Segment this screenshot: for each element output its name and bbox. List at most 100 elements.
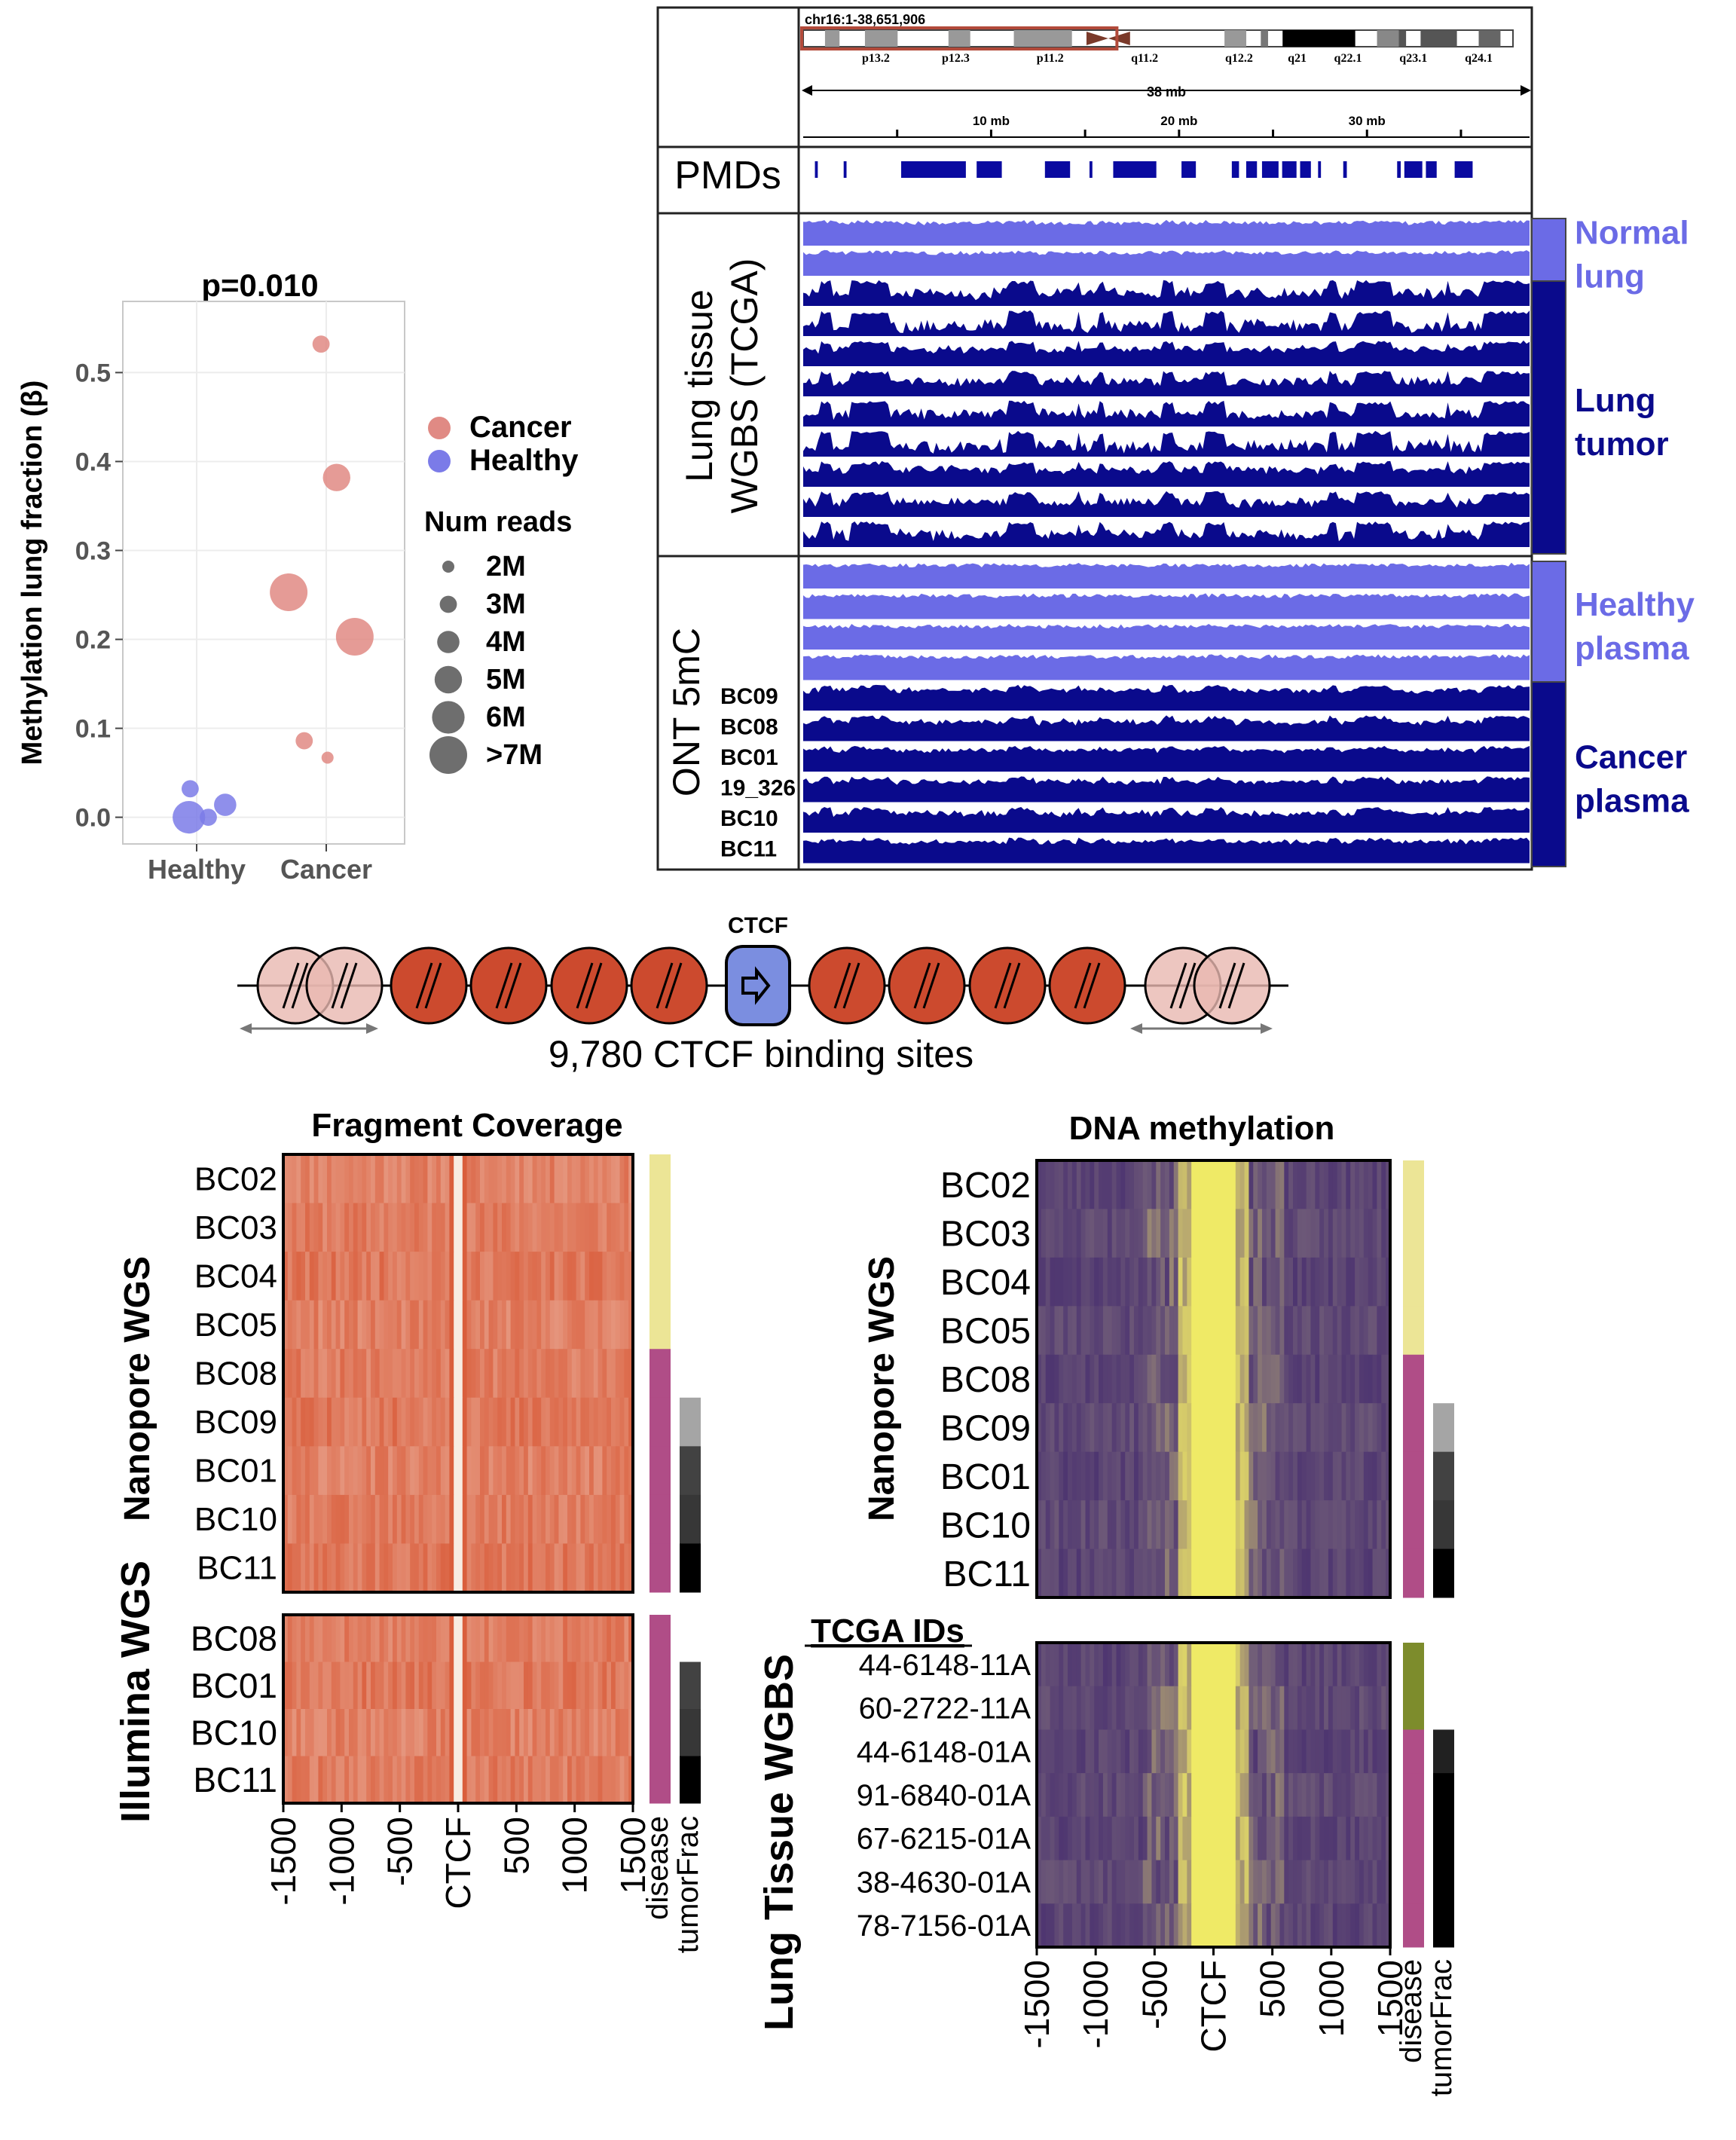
heatmap-cell bbox=[436, 1543, 442, 1593]
heatmap-cell bbox=[296, 1709, 301, 1757]
heatmap-cell bbox=[357, 1154, 362, 1204]
heatmap-cell bbox=[1319, 1686, 1325, 1731]
heatmap-cell bbox=[344, 1300, 350, 1350]
heatmap-cell bbox=[475, 1397, 481, 1447]
heatmap-cell bbox=[335, 1709, 341, 1757]
heatmap-cell bbox=[589, 1543, 594, 1593]
group-bar bbox=[1531, 218, 1566, 282]
heatmap-cell bbox=[1350, 1816, 1355, 1861]
heatmap-cell bbox=[1310, 1257, 1316, 1307]
heatmap-cell bbox=[1050, 1816, 1056, 1861]
heatmap-cell bbox=[1169, 1860, 1175, 1904]
heatmap-cell bbox=[1306, 1257, 1312, 1307]
heatmap-cell bbox=[1235, 1686, 1241, 1731]
heatmap-cell bbox=[1059, 1643, 1064, 1687]
heatmap-cell bbox=[379, 1543, 384, 1593]
heatmap-cell bbox=[410, 1349, 415, 1399]
heatmap-cell bbox=[1386, 1500, 1391, 1550]
heatmap-cell bbox=[423, 1615, 428, 1663]
heatmap-row-label: BC02 bbox=[940, 1166, 1031, 1206]
heatmap-cell bbox=[1102, 1403, 1108, 1453]
heatmap-cell bbox=[515, 1662, 520, 1710]
heatmap-cell bbox=[349, 1349, 354, 1399]
heatmap-cell bbox=[1355, 1403, 1360, 1453]
heatmap-cell bbox=[484, 1252, 490, 1301]
heatmap-cell bbox=[1116, 1773, 1121, 1817]
heatmap-cell bbox=[1261, 1160, 1267, 1210]
heatmap-cell bbox=[1147, 1451, 1153, 1501]
heatmap-row-label: BC02 bbox=[194, 1160, 277, 1197]
heatmap-cell bbox=[628, 1203, 634, 1252]
heatmap-cell bbox=[335, 1300, 341, 1350]
heatmap-cell bbox=[449, 1446, 454, 1496]
heatmap-cell bbox=[1045, 1451, 1051, 1501]
heatmap-cell bbox=[1381, 1209, 1386, 1258]
heatmap-cell bbox=[1301, 1903, 1307, 1948]
heatmap-cell bbox=[1363, 1451, 1369, 1501]
heatmap-cell bbox=[1147, 1903, 1153, 1948]
tcga-track-label-1: Lung tissue bbox=[678, 289, 720, 482]
heatmap-cell bbox=[1059, 1306, 1064, 1356]
pmd-block bbox=[1300, 161, 1311, 178]
heatmap-cell bbox=[436, 1662, 442, 1710]
heatmap-cell bbox=[1169, 1306, 1175, 1356]
heatmap-cell bbox=[1090, 1209, 1095, 1258]
heatmap-cell bbox=[366, 1349, 371, 1399]
heatmap-cell bbox=[1160, 1860, 1166, 1904]
heatmap-cell bbox=[1037, 1306, 1042, 1356]
heatmap-cell bbox=[567, 1756, 573, 1804]
heatmap-cell bbox=[1310, 1209, 1316, 1258]
heatmap-cell bbox=[1063, 1903, 1068, 1948]
heatmap-cell bbox=[1151, 1816, 1157, 1861]
heatmap-cell bbox=[541, 1615, 546, 1663]
heatmap-cell bbox=[418, 1300, 424, 1350]
heatmap-cell bbox=[1160, 1686, 1166, 1731]
heatmap-cell bbox=[1196, 1548, 1201, 1598]
heatmap-cell bbox=[1310, 1306, 1316, 1356]
heatmap-cell bbox=[1160, 1354, 1166, 1404]
heatmap-cell bbox=[554, 1709, 559, 1757]
heatmap-cell bbox=[1319, 1860, 1325, 1904]
heatmap-cell bbox=[580, 1154, 585, 1204]
heatmap-cell bbox=[1235, 1451, 1241, 1501]
ideogram-band bbox=[1282, 30, 1355, 47]
heatmap-cell bbox=[1129, 1451, 1135, 1501]
heatmap-cell bbox=[536, 1203, 542, 1252]
heatmap-cell bbox=[449, 1154, 454, 1204]
heatmap-cell bbox=[1196, 1729, 1201, 1774]
heatmap-cell bbox=[283, 1543, 289, 1593]
heatmap-cell bbox=[541, 1252, 546, 1301]
heatmap-cell bbox=[1107, 1548, 1113, 1598]
heatmap-cell bbox=[1037, 1451, 1042, 1501]
heatmap-cell bbox=[1244, 1773, 1249, 1817]
heatmap-cell bbox=[371, 1446, 376, 1496]
heatmap-cell bbox=[1218, 1903, 1223, 1948]
methylation-track bbox=[803, 654, 1530, 680]
heatmap-cell bbox=[1059, 1860, 1064, 1904]
heatmap-cell bbox=[1381, 1306, 1386, 1356]
heatmap-cell bbox=[440, 1154, 446, 1204]
heatmap-cell bbox=[1090, 1860, 1095, 1904]
heatmap-cell bbox=[414, 1397, 420, 1447]
heatmap-cell bbox=[445, 1662, 450, 1710]
heatmap-cell bbox=[357, 1709, 362, 1757]
pmd-block bbox=[1282, 161, 1297, 178]
heatmap-cell bbox=[283, 1446, 289, 1496]
ont-sample-label: BC10 bbox=[720, 806, 778, 831]
heatmap-cell bbox=[1204, 1729, 1210, 1774]
heatmap-cell bbox=[532, 1494, 537, 1545]
heatmap-cell bbox=[554, 1252, 559, 1301]
heatmap-cell bbox=[1227, 1860, 1232, 1904]
heatmap-cell bbox=[449, 1300, 454, 1350]
heatmap-cell bbox=[1306, 1209, 1312, 1258]
heatmap-cell bbox=[593, 1756, 599, 1804]
heatmap-row-label: BC04 bbox=[194, 1258, 277, 1295]
heatmap-cell bbox=[475, 1494, 481, 1545]
heatmap-cell bbox=[1099, 1354, 1104, 1404]
heatmap-cell bbox=[563, 1203, 568, 1252]
heatmap-cell bbox=[388, 1349, 393, 1399]
heatmap-cell bbox=[427, 1756, 432, 1804]
heatmap-cell bbox=[1187, 1403, 1192, 1453]
heatmap-cell bbox=[1363, 1403, 1369, 1453]
heatmap-cell bbox=[506, 1615, 512, 1663]
